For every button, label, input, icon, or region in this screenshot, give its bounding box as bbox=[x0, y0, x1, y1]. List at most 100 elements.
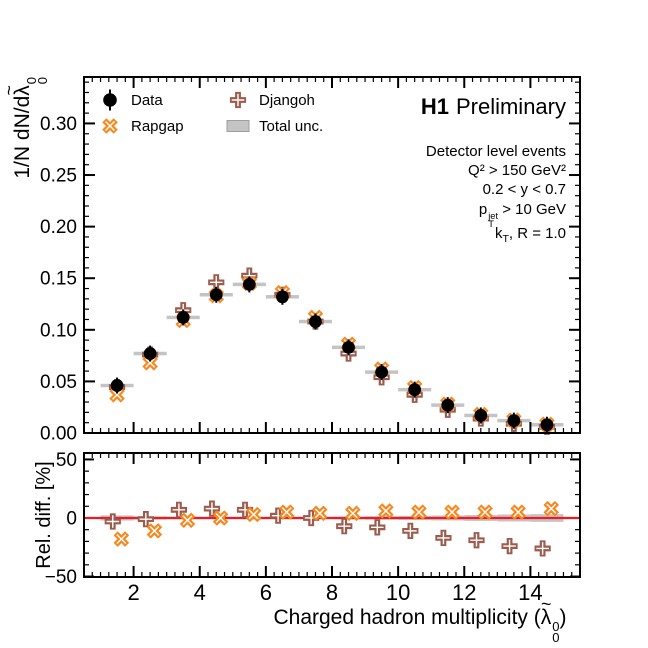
djangoh-ratio-point bbox=[435, 529, 452, 546]
djangoh-ratio-point-inner bbox=[470, 533, 483, 547]
legend-item-data: Data bbox=[97, 87, 163, 113]
legend-data-circle bbox=[103, 93, 117, 107]
data-series bbox=[84, 267, 580, 557]
x-title-suffix: ) bbox=[559, 606, 567, 629]
djangoh-ratio-point bbox=[170, 501, 188, 518]
experiment-status: Preliminary bbox=[455, 94, 566, 119]
rapgap-ratio-point bbox=[411, 504, 427, 520]
djangoh-point bbox=[208, 274, 225, 291]
rapgap-ratio-point-inner bbox=[380, 506, 391, 516]
rapgap-ratio-point-inner bbox=[281, 507, 292, 518]
tilde-accent: ~ bbox=[0, 85, 20, 96]
y-tick-label-main: 0.10 bbox=[40, 320, 77, 341]
rapgap-ratio-point-inner bbox=[546, 503, 557, 514]
rapgap-ratio-point bbox=[510, 504, 526, 520]
y-tick-label-ratio: 0 bbox=[66, 508, 77, 529]
event-selection-annotations: Detector level events Q² > 150 GeV² 0.2 … bbox=[425, 142, 566, 245]
legend-label-rapgap: Rapgap bbox=[131, 117, 184, 135]
y-axis-title-ratio: Rel. diff. [%] bbox=[33, 461, 55, 569]
rapgap-ratio-point bbox=[113, 531, 130, 547]
condition-detector-level: Detector level events bbox=[425, 143, 566, 160]
rapgap-ratio-point bbox=[311, 505, 328, 522]
plus-legend-glyph bbox=[229, 91, 247, 109]
djangoh-ratio-point-inner bbox=[503, 539, 516, 553]
y-title-prefix: 1/N dN/d bbox=[11, 95, 34, 179]
rapgap-marker-icon bbox=[97, 113, 123, 139]
y-tick-label-main: 0.30 bbox=[40, 114, 77, 135]
rapgap-ratio-point-inner bbox=[513, 507, 524, 518]
djangoh-ratio-point-inner bbox=[139, 512, 153, 526]
legend-item-djangoh: Djangoh bbox=[225, 87, 315, 113]
rapgap-ratio-point bbox=[477, 504, 493, 520]
main-panel-frame bbox=[83, 76, 581, 434]
rapgap-ratio-point-inner bbox=[116, 534, 127, 545]
y-tick-label-main: 0.15 bbox=[40, 269, 77, 290]
djangoh-point-inner bbox=[209, 276, 223, 289]
x-tick-label: 8 bbox=[326, 580, 338, 605]
djangoh-ratio-point-inner bbox=[172, 503, 186, 517]
rapgap-ratio-point bbox=[345, 505, 361, 522]
condition-y-range: 0.2 < y < 0.7 bbox=[482, 181, 566, 198]
x-tick-label: 6 bbox=[260, 580, 272, 605]
y-tick-label-main: 0.25 bbox=[40, 166, 77, 187]
djangoh-ratio-point-inner bbox=[536, 542, 549, 555]
rapgap-point-inner bbox=[145, 357, 156, 368]
legend-label-total-unc: Total unc. bbox=[259, 117, 324, 135]
rapgap-ratio-point-inner bbox=[347, 508, 358, 519]
legend-label-data: Data bbox=[131, 91, 163, 109]
x-tick-label: 12 bbox=[452, 580, 476, 605]
rapgap-ratio-point bbox=[146, 523, 163, 539]
legend-item-total-unc: Total unc. bbox=[225, 113, 323, 139]
djangoh-ratio-point bbox=[402, 522, 419, 539]
djangoh-ratio-point bbox=[501, 537, 518, 555]
x-tick-label: 10 bbox=[386, 580, 410, 605]
panel-frames bbox=[83, 76, 581, 578]
x-tick-label: 14 bbox=[518, 580, 542, 605]
djangoh-ratio-point bbox=[104, 513, 121, 530]
rapgap-ratio-point bbox=[278, 504, 295, 520]
djangoh-ratio-point bbox=[203, 500, 221, 517]
x-legend-glyph bbox=[102, 118, 118, 134]
data-point bbox=[242, 278, 256, 291]
rapgap-ratio-point-inner bbox=[314, 508, 325, 519]
y-tick-label-ratio: 50 bbox=[56, 450, 77, 471]
djangoh-ratio-point bbox=[137, 511, 154, 528]
legend-plus-inner bbox=[231, 93, 245, 107]
lambda-symbol: λ ~ bbox=[0, 85, 34, 96]
legend-band-swatch bbox=[226, 120, 250, 132]
legend-x bbox=[102, 118, 118, 134]
y-axis-title-main: 1/N dN/dλ ~0 0 bbox=[0, 77, 51, 433]
y-tick-label-ratio: −50 bbox=[45, 567, 77, 588]
rapgap-point bbox=[142, 355, 158, 371]
legend-x-inner bbox=[105, 121, 115, 131]
lambda-symbol: λ ~ bbox=[540, 594, 552, 629]
rapgap-ratio-point-inner bbox=[248, 509, 259, 520]
x-tick-label: 2 bbox=[127, 580, 139, 605]
experiment-banner: H1 Preliminary bbox=[421, 94, 566, 120]
data-point bbox=[309, 315, 322, 328]
rapgap-ratio-point bbox=[245, 506, 262, 523]
condition-q2: Q² > 150 GeV² bbox=[468, 162, 566, 179]
ratio-panel-frame bbox=[83, 452, 581, 578]
tick-labels: 0.00 0.05 0.10 0.15 0.20 0.25 0.30 50 0 −50 2 4 6 8 10… bbox=[40, 114, 543, 605]
djangoh-ratio-point-inner bbox=[205, 502, 219, 515]
djangoh-ratio-point bbox=[534, 540, 551, 557]
rapgap-ratio-point-inner bbox=[215, 513, 226, 523]
rapgap-ratio-point bbox=[444, 504, 460, 520]
rapgap-ratio-point-inner bbox=[149, 525, 160, 536]
circle-legend-glyph bbox=[103, 89, 117, 111]
djangoh-ratio-point bbox=[369, 519, 386, 536]
total-unc-swatch bbox=[225, 113, 251, 139]
x-title-prefix: Charged hadron multiplicity ( bbox=[273, 606, 541, 629]
data-point bbox=[375, 365, 388, 379]
y-tick-label-main: 0.05 bbox=[40, 372, 77, 393]
rapgap-ratio-point-inner bbox=[447, 507, 457, 518]
data-point bbox=[474, 409, 488, 422]
data-point bbox=[276, 290, 289, 304]
y-tick-label-main: 0.00 bbox=[40, 424, 77, 445]
rapgap-ratio-point bbox=[543, 500, 560, 517]
legend-label-djangoh: Djangoh bbox=[259, 91, 315, 109]
